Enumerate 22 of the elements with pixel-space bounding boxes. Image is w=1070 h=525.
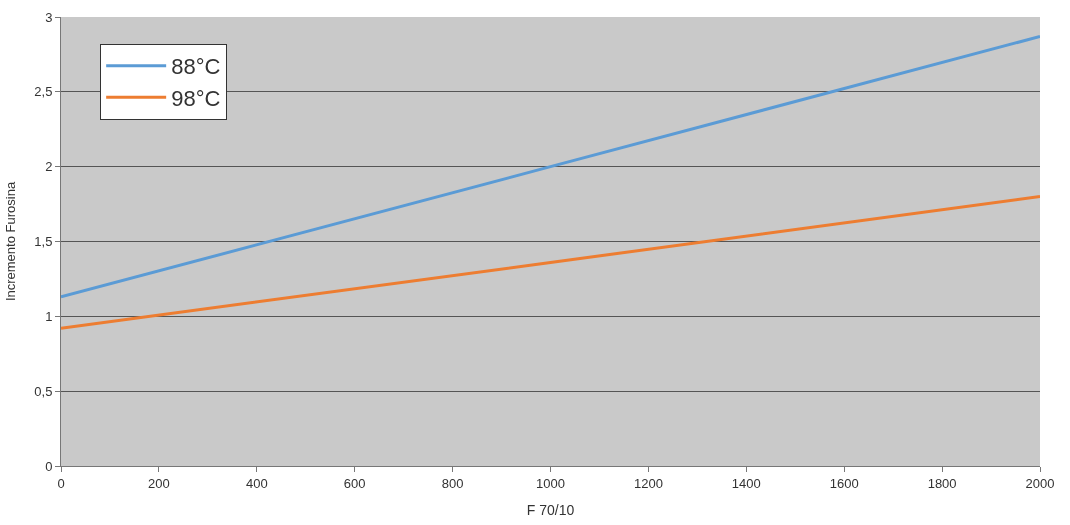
y-tick-label: 0 bbox=[45, 458, 53, 474]
y-tick-label: 1,5 bbox=[34, 234, 53, 250]
y-tick-label: 2 bbox=[45, 159, 53, 175]
x-tick-label: 0 bbox=[57, 475, 65, 491]
x-tick-label: 2000 bbox=[1025, 475, 1055, 491]
y-tick-label: 2,5 bbox=[34, 84, 53, 100]
x-tick-label: 1200 bbox=[633, 475, 663, 491]
x-axis-title: F 70/10 bbox=[526, 501, 575, 518]
y-tick-label: 0,5 bbox=[34, 383, 53, 399]
y-tick-label: 1 bbox=[45, 308, 53, 324]
legend-label: 88°C bbox=[171, 54, 221, 80]
legend-label: 98°C bbox=[171, 85, 221, 111]
x-tick-label: 1800 bbox=[927, 475, 957, 491]
x-tick-label: 1400 bbox=[731, 475, 761, 491]
x-tick-label: 600 bbox=[343, 475, 366, 491]
x-tick-label: 200 bbox=[148, 475, 170, 491]
x-tick-label: 1000 bbox=[536, 475, 565, 491]
x-tick-label: 800 bbox=[441, 475, 464, 491]
x-tick-label: 1600 bbox=[829, 475, 859, 491]
y-tick-label: 3 bbox=[45, 9, 53, 25]
y-axis-title: Incremento Furosina bbox=[3, 181, 19, 302]
x-tick-label: 400 bbox=[245, 475, 268, 491]
